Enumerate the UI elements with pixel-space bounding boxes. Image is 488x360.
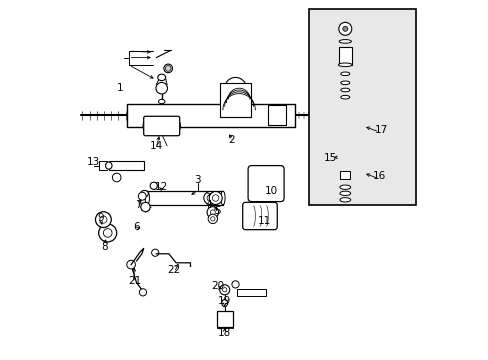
Bar xyxy=(309,9,415,205)
Circle shape xyxy=(203,192,216,204)
Ellipse shape xyxy=(340,95,349,99)
Ellipse shape xyxy=(340,88,349,92)
Circle shape xyxy=(210,210,215,215)
Bar xyxy=(109,161,143,170)
FancyBboxPatch shape xyxy=(247,166,284,202)
Circle shape xyxy=(141,202,150,212)
Text: 9: 9 xyxy=(97,213,103,223)
Bar xyxy=(216,311,232,327)
Text: 1: 1 xyxy=(117,83,123,93)
Text: 17: 17 xyxy=(374,125,387,135)
Text: 11: 11 xyxy=(257,216,270,226)
Circle shape xyxy=(231,281,239,288)
Circle shape xyxy=(103,229,112,237)
Text: 15: 15 xyxy=(324,153,337,163)
Circle shape xyxy=(270,188,274,192)
Circle shape xyxy=(112,173,121,182)
Circle shape xyxy=(258,176,273,191)
Circle shape xyxy=(342,26,347,31)
Ellipse shape xyxy=(339,185,350,189)
Text: 4: 4 xyxy=(205,200,211,210)
Circle shape xyxy=(338,22,351,35)
Ellipse shape xyxy=(220,191,224,205)
Bar xyxy=(338,47,351,65)
Circle shape xyxy=(257,175,262,179)
Circle shape xyxy=(95,212,111,228)
Text: 7: 7 xyxy=(135,200,142,210)
Circle shape xyxy=(138,192,146,200)
FancyBboxPatch shape xyxy=(143,116,179,136)
Circle shape xyxy=(219,285,229,295)
Circle shape xyxy=(165,66,171,71)
Circle shape xyxy=(257,188,262,192)
Bar xyxy=(147,191,223,205)
Text: 10: 10 xyxy=(264,186,278,196)
Bar xyxy=(220,83,250,117)
Ellipse shape xyxy=(340,81,349,85)
Circle shape xyxy=(212,195,219,201)
Circle shape xyxy=(270,175,274,179)
Bar xyxy=(267,105,285,125)
Text: 8: 8 xyxy=(101,242,107,252)
Ellipse shape xyxy=(105,162,112,169)
FancyBboxPatch shape xyxy=(242,202,277,230)
Text: 5: 5 xyxy=(214,206,221,216)
Text: 22: 22 xyxy=(167,265,181,275)
Text: 13: 13 xyxy=(86,157,100,167)
Ellipse shape xyxy=(140,190,148,197)
Circle shape xyxy=(151,249,159,256)
Text: 20: 20 xyxy=(210,281,224,291)
Text: 21: 21 xyxy=(128,276,141,286)
Ellipse shape xyxy=(163,64,172,73)
Text: 2: 2 xyxy=(228,135,235,145)
Text: 14: 14 xyxy=(149,141,163,151)
Bar xyxy=(340,171,349,179)
Ellipse shape xyxy=(142,121,148,131)
Text: 3: 3 xyxy=(194,175,201,185)
Text: 6: 6 xyxy=(133,222,140,232)
Bar xyxy=(236,289,265,296)
Circle shape xyxy=(150,182,157,189)
Circle shape xyxy=(156,82,167,94)
Ellipse shape xyxy=(175,121,180,131)
Text: 19: 19 xyxy=(218,296,231,306)
Circle shape xyxy=(206,195,213,201)
Ellipse shape xyxy=(145,191,149,205)
Circle shape xyxy=(99,224,117,242)
Ellipse shape xyxy=(339,191,350,195)
Ellipse shape xyxy=(339,198,350,202)
Circle shape xyxy=(224,77,246,99)
Circle shape xyxy=(208,214,217,224)
Circle shape xyxy=(126,260,135,269)
Circle shape xyxy=(210,217,215,221)
Text: 12: 12 xyxy=(155,182,168,192)
Ellipse shape xyxy=(339,40,351,43)
Circle shape xyxy=(206,207,218,218)
Text: 16: 16 xyxy=(372,171,386,181)
Ellipse shape xyxy=(338,63,351,67)
Ellipse shape xyxy=(158,74,165,81)
Ellipse shape xyxy=(158,99,164,104)
Circle shape xyxy=(222,288,226,292)
Text: 18: 18 xyxy=(218,328,231,338)
Circle shape xyxy=(139,289,146,296)
Ellipse shape xyxy=(222,300,227,307)
Ellipse shape xyxy=(340,72,349,76)
Circle shape xyxy=(100,216,107,223)
Circle shape xyxy=(209,192,222,204)
Bar xyxy=(127,104,294,127)
